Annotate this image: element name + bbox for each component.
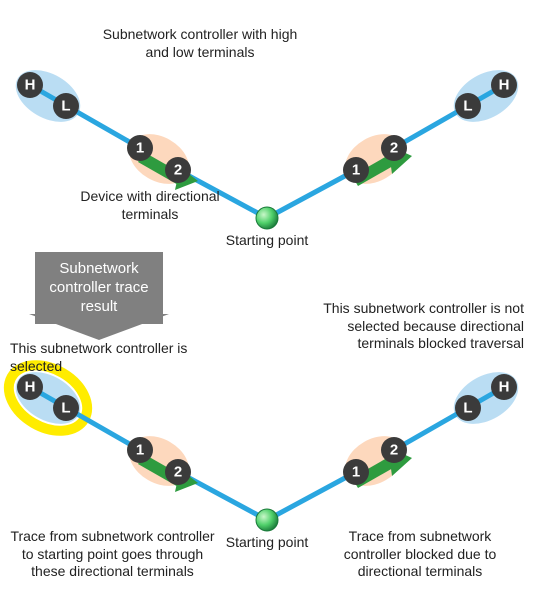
node-1-left-top: 1 [127, 135, 153, 161]
node-2-right-top: 2 [381, 135, 407, 161]
svg-text:1: 1 [136, 442, 144, 459]
svg-text:L: L [61, 400, 70, 417]
svg-text:H: H [499, 379, 510, 396]
banner-arrow-icon [29, 314, 169, 340]
label-trace-blocked: Trace from subnetwork controller blocked… [320, 528, 520, 581]
svg-text:L: L [463, 400, 472, 417]
node-2-right-bot: 2 [381, 437, 407, 463]
svg-text:2: 2 [174, 162, 182, 179]
label-subnet-controller: Subnetwork controller with high and low … [100, 26, 300, 61]
start-point-bot [256, 509, 278, 531]
start-point-top [256, 207, 278, 229]
label-starting-point-top: Starting point [210, 232, 324, 250]
svg-text:2: 2 [390, 140, 398, 157]
label-trace-goes: Trace from subnetwork controller to star… [10, 528, 215, 581]
svg-text:H: H [25, 379, 36, 396]
svg-text:H: H [25, 77, 36, 94]
label-not-selected: This subnetwork controller is not select… [300, 300, 524, 353]
node-H-right-bot: H [491, 374, 517, 400]
node-1-right-bot: 1 [343, 459, 369, 485]
node-1-left-bot: 1 [127, 437, 153, 463]
svg-text:2: 2 [174, 464, 182, 481]
node-L-left-top: L [53, 93, 79, 119]
node-H-right-top: H [491, 72, 517, 98]
svg-text:L: L [463, 98, 472, 115]
node-L-right-bot: L [455, 395, 481, 421]
svg-text:2: 2 [390, 442, 398, 459]
node-H-left-bot: H [17, 374, 43, 400]
label-device-directional: Device with directional terminals [70, 188, 230, 223]
svg-text:1: 1 [352, 162, 360, 179]
edge-top-right-2 [267, 170, 356, 218]
svg-text:1: 1 [136, 140, 144, 157]
label-selected: This subnetwork controller is selected [10, 340, 220, 375]
svg-text:1: 1 [352, 464, 360, 481]
node-L-right-top: L [455, 93, 481, 119]
edge-bot-right-2 [267, 472, 356, 520]
node-2-left-top: 2 [165, 157, 191, 183]
svg-text:L: L [61, 98, 70, 115]
node-2-left-bot: 2 [165, 459, 191, 485]
node-H-left-top: H [17, 72, 43, 98]
label-starting-point-bot: Starting point [210, 534, 324, 552]
svg-text:H: H [499, 77, 510, 94]
node-L-left-bot: L [53, 395, 79, 421]
node-1-right-top: 1 [343, 157, 369, 183]
